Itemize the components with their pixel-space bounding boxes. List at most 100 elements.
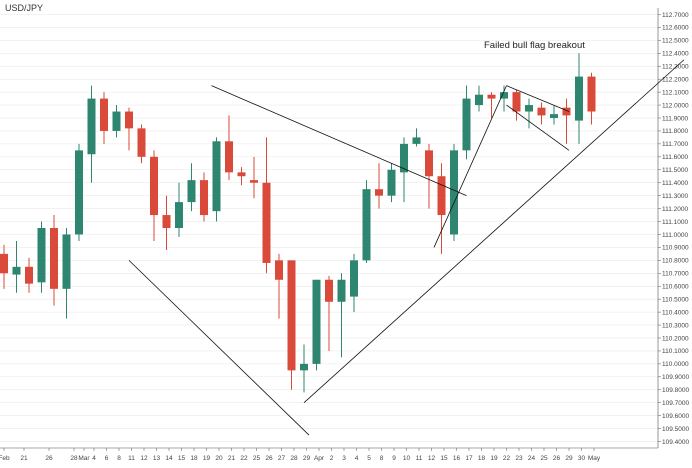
y-tick-label: 110.2000: [662, 335, 689, 342]
candle-body-up: [337, 279, 346, 302]
y-tick-label: 111.6000: [662, 154, 689, 161]
x-tick-label: 5: [367, 455, 371, 462]
x-tick-label: Feb: [0, 455, 10, 462]
annotation-text: Failed bull flag breakout: [484, 40, 585, 51]
y-tick-label: 111.5000: [662, 167, 689, 174]
candle-body-up: [187, 180, 196, 203]
candles-layer: [0, 53, 596, 393]
candle-body-up: [37, 228, 46, 283]
x-tick-label: 25: [540, 455, 548, 462]
y-tick-label: 109.8000: [662, 387, 689, 394]
candle-body-up: [62, 234, 71, 289]
y-tick-label: 111.8000: [662, 128, 689, 135]
y-axis: 112.7000112.6000112.5000112.4000112.3000…: [657, 8, 689, 448]
x-tick-label: 23: [515, 455, 523, 462]
candle-body-down: [137, 128, 146, 157]
y-tick-label: 111.7000: [662, 141, 689, 148]
y-tick-label: 109.4000: [662, 439, 689, 446]
y-tick-label: 112.2000: [662, 76, 689, 83]
candle-body-down: [325, 279, 333, 302]
candle-body-up: [550, 114, 558, 118]
x-tick-label: 9: [392, 455, 396, 462]
y-tick-label: 109.6000: [662, 413, 689, 420]
y-tick-label: 110.1000: [662, 348, 689, 355]
x-tick-label: 19: [203, 455, 211, 462]
candle-body-up: [412, 137, 421, 144]
x-tick-label: 11: [416, 455, 423, 462]
x-tick-label: 22: [503, 455, 511, 462]
candle-body-up: [400, 143, 408, 173]
candle-body-up: [475, 94, 483, 106]
x-tick-label: 22: [240, 455, 248, 462]
y-tick-label: 111.3000: [662, 193, 689, 200]
y-tick-label: 110.5000: [662, 296, 689, 303]
trendline: [303, 59, 685, 404]
y-tick-label: 111.9000: [662, 115, 689, 122]
x-tick-label: 16: [453, 455, 461, 462]
x-tick-label: 14: [165, 455, 173, 462]
candle-body-down: [250, 180, 258, 183]
x-tick-label: 28: [70, 455, 78, 462]
candle-body-down: [437, 176, 446, 216]
y-tick-label: 111.4000: [662, 180, 689, 187]
x-tick-label: May: [588, 455, 601, 462]
x-tick-label: 21: [20, 455, 28, 462]
x-tick-label: 19: [490, 455, 498, 462]
candle-body-down: [125, 111, 133, 129]
candle-body-up: [300, 363, 308, 371]
trendline: [506, 85, 570, 112]
y-tick-label: 110.9000: [662, 245, 689, 252]
candle-body-down: [162, 215, 171, 228]
candle-body-up: [112, 111, 121, 131]
x-tick-label: 20: [215, 455, 223, 462]
candle-body-down: [425, 150, 433, 177]
x-tick-label: 8: [380, 455, 384, 462]
x-tick-label: 29: [303, 455, 311, 462]
x-tick-label: 18: [478, 455, 486, 462]
x-tick-label: 11: [128, 455, 135, 462]
x-tick-label: 4: [355, 455, 359, 462]
trendline: [211, 85, 467, 197]
x-tick-label: 2: [330, 455, 334, 462]
candle-body-up: [450, 150, 458, 235]
y-tick-label: 109.5000: [662, 426, 689, 433]
x-tick-label: 24: [528, 455, 536, 462]
candle-body-down: [275, 260, 283, 280]
x-tick-label: 25: [253, 455, 261, 462]
y-tick-label: 112.6000: [662, 25, 689, 32]
y-tick-label: 112.0000: [662, 102, 689, 109]
x-tick-label: 10: [403, 455, 411, 462]
grid-layer: [0, 14, 658, 442]
x-tick-label: 15: [440, 455, 448, 462]
y-tick-label: 109.7000: [662, 400, 689, 407]
candle-body-down: [537, 107, 546, 116]
candle-body-up: [350, 260, 358, 297]
y-tick-label: 110.8000: [662, 258, 689, 265]
candle-body-up: [175, 202, 183, 228]
y-tick-label: 112.4000: [662, 51, 689, 58]
candle-body-up: [575, 76, 583, 121]
x-tick-label: 26: [265, 455, 273, 462]
y-tick-label: 111.1000: [662, 219, 689, 226]
x-tick-label: 6: [105, 455, 109, 462]
candle-body-down: [225, 141, 233, 173]
y-tick-label: 112.7000: [662, 12, 689, 19]
x-tick-label: 18: [190, 455, 198, 462]
candle-body-up: [462, 98, 471, 151]
y-tick-label: 110.4000: [662, 309, 689, 316]
y-tick-label: 112.5000: [662, 38, 689, 45]
candle-body-down: [100, 98, 108, 131]
x-tick-label: 13: [153, 455, 161, 462]
y-tick-label: 110.7000: [662, 271, 689, 278]
x-tick-label: 4: [92, 455, 96, 462]
candle-body-down: [0, 253, 8, 274]
x-tick-label: 21: [228, 455, 236, 462]
x-tick-label: Apr: [314, 455, 325, 462]
candle-body-up: [500, 92, 508, 99]
x-tick-label: 28: [290, 455, 298, 462]
candle-body-up: [75, 150, 83, 235]
y-tick-label: 110.3000: [662, 322, 689, 329]
candle-body-up: [387, 169, 396, 196]
candle-body-down: [375, 189, 383, 196]
